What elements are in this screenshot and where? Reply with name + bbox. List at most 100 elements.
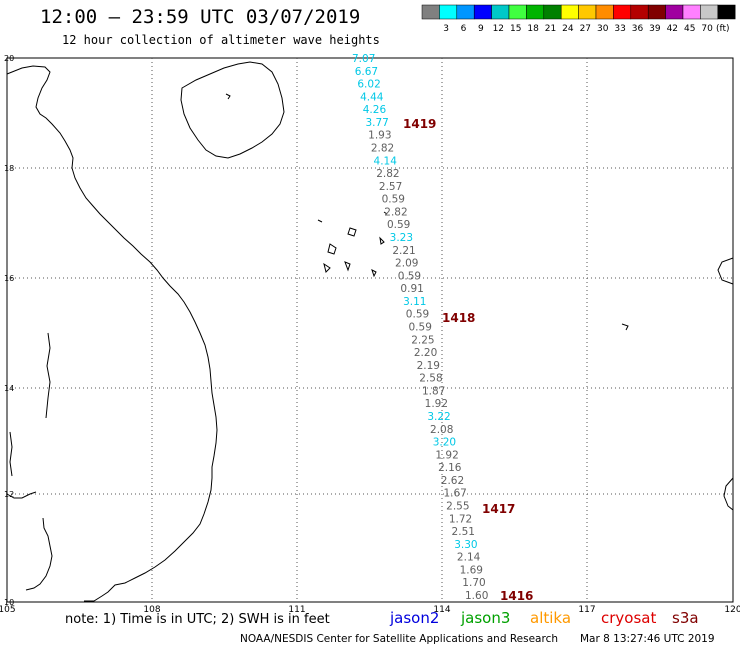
satellite-jason3: jason3 xyxy=(461,609,511,627)
vietnam-coastline xyxy=(6,65,218,602)
satellite-altika: altika xyxy=(530,609,572,627)
satellite-cryosat: cryosat xyxy=(601,609,657,627)
longitude-label: 111 xyxy=(288,605,305,615)
longitude-label: 108 xyxy=(143,605,160,615)
mekong-delta-coast xyxy=(25,517,53,591)
pass-time-label: 1417 xyxy=(482,502,515,516)
map-frame xyxy=(6,57,734,603)
latitude-label: 14 xyxy=(4,384,14,393)
pass-time-label: 1416 xyxy=(500,589,533,603)
legend-label: 15 xyxy=(510,24,521,34)
satellite-s3a: s3a xyxy=(672,609,699,627)
legend-label: 39 xyxy=(649,24,661,34)
legend-label: 36 xyxy=(632,24,644,34)
legend-label: 18 xyxy=(527,24,539,34)
philippines-coast xyxy=(717,257,734,285)
inland-coast-fragment xyxy=(45,332,51,419)
small-reef xyxy=(317,211,388,223)
wave-height-value: 0.59 xyxy=(387,219,410,231)
wave-height-value: 2.25 xyxy=(411,334,434,346)
legend-unit: (ft) xyxy=(716,24,730,34)
pass-time-label: 1419 xyxy=(403,117,436,131)
wave-height-value: 4.26 xyxy=(363,104,387,116)
wave-height-value: 2.16 xyxy=(438,462,462,474)
wave-height-value: 0.91 xyxy=(400,283,423,295)
wave-height-value: 1.67 xyxy=(443,488,466,500)
wave-height-value: 3.77 xyxy=(365,117,388,129)
wave-height-value: 3.23 xyxy=(390,232,413,244)
wave-height-value: 4.14 xyxy=(374,155,398,167)
wave-height-value: 6.67 xyxy=(355,66,378,78)
satellite-jason2: jason2 xyxy=(390,609,440,627)
wave-height-value: 2.55 xyxy=(446,501,469,513)
longitude-label: 117 xyxy=(578,605,595,615)
wave-height-value: 2.09 xyxy=(395,258,418,270)
wave-height-value: 0.59 xyxy=(409,322,432,334)
wave-height-value: 1.60 xyxy=(465,590,488,602)
wave-height-value: 2.57 xyxy=(379,181,402,193)
hainan-island xyxy=(180,61,285,159)
wave-height-value: 4.44 xyxy=(360,91,384,103)
wave-height-value: 2.20 xyxy=(414,347,437,359)
credit-line: NOAA/NESDIS Center for Satellite Applica… xyxy=(240,633,558,645)
wave-height-value: 3.20 xyxy=(433,437,456,449)
wave-height-value: 7.07 xyxy=(352,53,375,65)
legend-label: 24 xyxy=(562,24,574,34)
offshore-islet xyxy=(621,323,629,331)
wave-height-value: 1.69 xyxy=(460,564,483,576)
hainan-inlet xyxy=(225,93,231,100)
latitude-label: 18 xyxy=(4,164,14,173)
wave-height-value: 1.70 xyxy=(462,577,485,589)
map-title: 12:00 – 23:59 UTC 03/07/2019 xyxy=(40,6,361,28)
wave-height-value: 3.22 xyxy=(427,411,450,423)
wave-height-value: 1.87 xyxy=(422,385,445,397)
wave-height-value: 1.93 xyxy=(368,130,391,142)
latitude-label: 12 xyxy=(4,490,14,499)
wave-height-value: 2.51 xyxy=(452,526,475,538)
wave-height-value: 0.59 xyxy=(382,194,405,206)
lat-lon-grid xyxy=(7,58,733,602)
legend-label: 33 xyxy=(614,24,625,34)
legend-label: 30 xyxy=(597,24,609,34)
wave-height-value: 1.92 xyxy=(425,398,448,410)
wave-height-value: 2.58 xyxy=(419,373,442,385)
wave-height-value: 2.82 xyxy=(384,206,407,218)
longitude-label: 105 xyxy=(0,605,16,615)
latitude-label: 16 xyxy=(4,274,14,283)
legend-label: 21 xyxy=(545,24,556,34)
longitude-label: 114 xyxy=(433,605,450,615)
philippines-south-coast xyxy=(723,477,734,511)
wave-height-value: 2.19 xyxy=(417,360,440,372)
wave-height-value: 0.59 xyxy=(398,270,421,282)
legend-label: 12 xyxy=(493,24,504,34)
longitude-label: 120 xyxy=(724,605,740,615)
wave-height-value: 3.30 xyxy=(454,539,477,551)
footer-note: note: 1) Time is in UTC; 2) SWH is in fe… xyxy=(65,612,330,627)
wave-height-value: 3.11 xyxy=(403,296,426,308)
generation-timestamp: Mar 8 13:27:46 UTC 2019 xyxy=(580,633,715,645)
legend-label: 6 xyxy=(461,24,467,34)
pass-time-label: 1418 xyxy=(442,311,475,325)
wave-height-value: 0.59 xyxy=(406,309,429,321)
gulf-of-thailand-coast xyxy=(6,491,37,499)
wave-height-value: 1.92 xyxy=(435,449,458,461)
latitude-label: 10 xyxy=(4,598,14,607)
western-coast-fragment xyxy=(9,431,13,477)
wave-height-value: 6.02 xyxy=(357,79,380,91)
wave-height-value: 2.62 xyxy=(441,475,464,487)
legend-label: 45 xyxy=(684,24,695,34)
legend-label: 70 xyxy=(701,24,713,34)
wave-height-value: 2.14 xyxy=(457,552,481,564)
legend-label: 9 xyxy=(478,24,484,34)
wave-height-value: 1.72 xyxy=(449,513,472,525)
paracel-islands xyxy=(323,227,385,278)
legend-label: 27 xyxy=(580,24,591,34)
legend-swatch xyxy=(717,4,736,20)
legend-label: 3 xyxy=(443,24,449,34)
wave-height-color-legend: 3 6 9 12 15 18 21 24 27 30 33 36 39 42 45 70 (ft) xyxy=(421,4,736,34)
wave-height-value: 2.08 xyxy=(430,424,453,436)
wave-height-value: 2.21 xyxy=(392,245,415,257)
latitude-label: 20 xyxy=(4,54,14,63)
legend-label: 42 xyxy=(667,24,678,34)
